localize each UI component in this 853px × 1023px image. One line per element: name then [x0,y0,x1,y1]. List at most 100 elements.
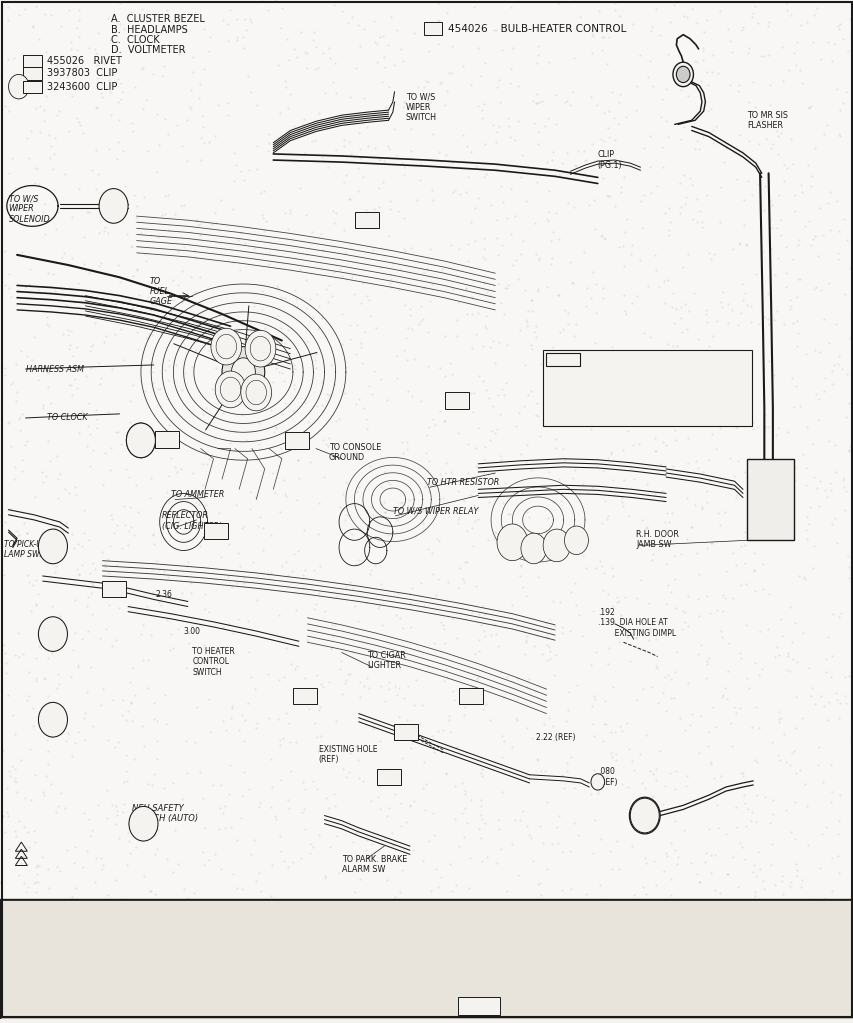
Point [102,225,115,241]
Point [205,382,218,398]
Point [612,403,625,419]
Point [634,802,647,818]
Point [90,402,103,418]
Point [316,242,329,259]
Point [130,262,143,278]
Point [333,498,346,515]
Point [462,850,476,866]
Point [41,531,55,547]
Point [0,515,12,531]
Point [59,515,73,531]
Point [785,155,798,172]
Point [77,710,90,726]
Point [724,43,738,59]
Point [499,337,513,353]
Point [50,680,64,697]
Point [495,784,508,800]
Point [808,696,821,712]
Point [525,852,539,869]
Point [380,872,393,888]
Point [465,538,479,554]
Point [157,780,171,796]
Point [757,361,770,377]
Point [606,598,619,615]
Point [616,237,630,254]
Point [363,793,377,809]
Point [374,74,388,90]
Point [282,203,296,219]
Point [603,188,617,205]
Point [833,787,846,803]
Point [448,810,461,827]
Point [622,741,635,757]
Point [471,40,485,56]
Point [737,554,751,571]
Point [369,36,383,52]
Point [421,541,434,558]
Point [149,713,163,729]
Point [771,186,785,203]
Point [84,585,97,602]
Text: TO CIGAR
LIGHTER: TO CIGAR LIGHTER [367,651,405,670]
Point [460,815,473,832]
Point [509,669,523,685]
Point [394,41,408,57]
Point [734,387,748,403]
Point [569,315,583,331]
Point [699,64,712,81]
Point [748,583,762,599]
Point [532,817,546,834]
Point [189,622,203,638]
Point [239,21,252,38]
Point [738,284,751,301]
Point [763,241,777,258]
Point [166,18,180,35]
Point [324,357,338,373]
Point [122,523,136,539]
Point [326,74,339,90]
Point [478,815,491,832]
Point [635,681,649,698]
Point [815,826,828,842]
Point [107,326,121,343]
Point [5,758,19,774]
Point [844,670,853,686]
Point [405,841,419,857]
Point [154,324,167,341]
Point [50,447,64,463]
Point [712,214,726,230]
Point [81,303,95,319]
Point [692,391,705,407]
Point [125,712,139,728]
Point [255,282,269,299]
Point [747,888,761,904]
Point [2,840,15,856]
Point [761,316,775,332]
Point [648,760,662,776]
Point [44,452,57,469]
Point [270,710,284,726]
Point [358,594,372,611]
Point [469,752,483,768]
Point [163,642,177,659]
Point [734,839,748,855]
Point [137,418,151,435]
Point [131,287,145,304]
Point [322,430,335,446]
Point [392,495,406,512]
Point [273,829,287,845]
Point [729,171,743,187]
Point [252,798,265,814]
Point [132,306,146,322]
Point [208,128,222,144]
Point [691,474,705,490]
Point [209,360,223,376]
Bar [457,997,500,1016]
Point [124,696,137,712]
Point [652,278,665,295]
Point [599,187,612,204]
Bar [293,688,316,705]
Point [689,866,703,883]
Point [638,886,652,902]
Point [146,363,160,380]
